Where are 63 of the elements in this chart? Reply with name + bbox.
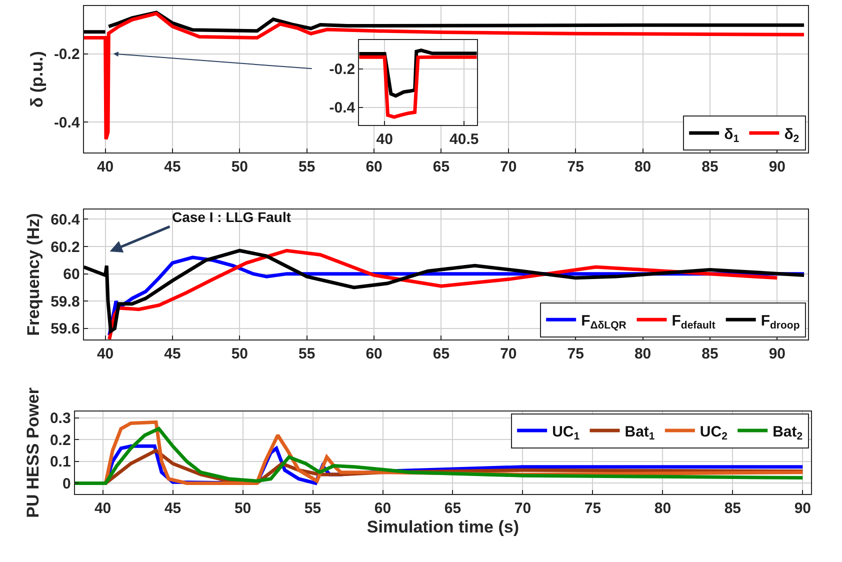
x-tick-label: 90 <box>768 158 786 176</box>
y-tick-label: -0.4 <box>54 114 80 132</box>
y-tick-label: 59.6 <box>50 320 80 338</box>
legend-label: δ$_{1}$ <box>724 126 740 145</box>
x-tick-label: 75 <box>567 345 584 362</box>
x-tick-label: 55 <box>298 158 316 176</box>
x-tick-label: 40 <box>94 500 112 518</box>
y-axis-title: Frequency (Hz) <box>24 213 44 336</box>
y-tick-label: 0 <box>62 475 71 492</box>
x-tick-label: 80 <box>634 345 652 362</box>
legend-label: F$_{droop}$ <box>760 312 800 332</box>
legend-label: δ$_{2}$ <box>784 126 800 145</box>
y-tick-label: -0.2 <box>54 46 80 64</box>
y-tick-label: 0.3 <box>50 410 71 428</box>
x-tick-label: 50 <box>231 158 248 176</box>
x-tick-label: 75 <box>567 158 584 176</box>
x-tick-label: 40 <box>376 130 393 148</box>
x-tick-label: 60 <box>374 500 392 518</box>
legend-label: F$_{ΔδLQR}$ <box>581 312 627 332</box>
x-tick-label: 90 <box>794 500 812 518</box>
legend-label: UC$_{1}$ <box>552 423 580 443</box>
x-tick-label: 40.5 <box>450 130 479 148</box>
x-tick-label: 45 <box>164 345 181 362</box>
x-tick-label: 80 <box>634 158 652 176</box>
x-tick-label: 65 <box>444 500 462 518</box>
x-axis-title: Simulation time (s) <box>366 518 519 537</box>
x-tick-label: 65 <box>432 345 450 362</box>
x-tick-label: 75 <box>584 500 602 518</box>
x-tick-label: 70 <box>500 345 517 362</box>
y-tick-label: 0.2 <box>50 432 71 449</box>
y-tick-label: 60.2 <box>50 238 80 256</box>
y-axis-title: δ (p.u.) <box>27 51 46 108</box>
legend-label: F$_{default}$ <box>672 312 716 332</box>
x-tick-label: 55 <box>298 345 316 362</box>
x-tick-label: 45 <box>164 158 181 176</box>
x-tick-label: 85 <box>702 158 718 176</box>
legend-label: Bat$_{2}$ <box>772 423 803 443</box>
x-tick-label: 60 <box>366 158 382 176</box>
x-tick-label: 40 <box>96 345 114 362</box>
x-tick-label: 80 <box>654 500 672 518</box>
x-tick-label: 85 <box>724 500 742 518</box>
y-tick-label: 60.4 <box>50 211 80 228</box>
x-tick-label: 70 <box>500 158 517 176</box>
annotation: Case I : LLG Fault <box>172 209 292 225</box>
y-tick-label: 0.1 <box>50 454 71 471</box>
x-tick-label: 50 <box>234 500 252 518</box>
x-tick-label: 65 <box>432 158 450 176</box>
line-series <box>359 55 477 119</box>
x-tick-label: 85 <box>702 345 718 362</box>
x-tick-label: 55 <box>304 500 322 518</box>
x-tick-label: 90 <box>768 345 786 362</box>
y-tick-label: 59.8 <box>50 293 80 310</box>
y-tick-label: -0.2 <box>329 61 356 78</box>
x-tick-label: 45 <box>164 500 182 518</box>
x-tick-label: 60 <box>366 345 382 362</box>
x-tick-label: 50 <box>231 345 248 362</box>
legend-label: UC$_{2}$ <box>700 423 728 443</box>
y-tick-label: -0.4 <box>329 100 356 117</box>
x-tick-label: 70 <box>514 500 532 518</box>
legend-label: Bat$_{1}$ <box>624 423 655 443</box>
y-axis-title: PU HESS Power <box>24 387 43 518</box>
y-tick-label: 60 <box>63 266 80 284</box>
x-tick-label: 40 <box>96 158 114 176</box>
